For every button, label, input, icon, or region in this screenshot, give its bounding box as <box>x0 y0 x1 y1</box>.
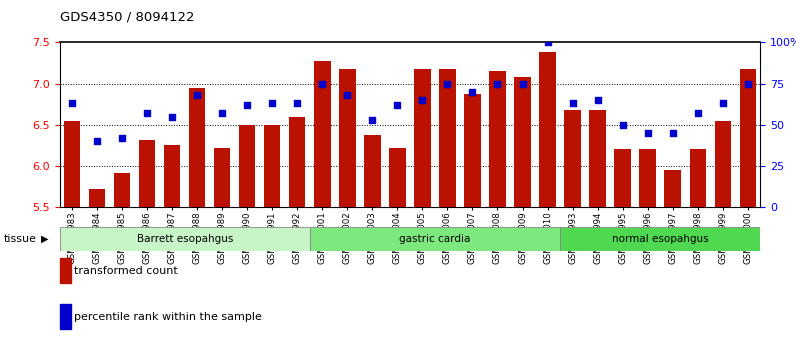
Text: percentile rank within the sample: percentile rank within the sample <box>74 312 262 322</box>
Point <box>366 117 379 123</box>
Point <box>191 92 204 98</box>
Point <box>91 138 103 144</box>
Point <box>66 101 79 106</box>
Point <box>391 102 404 108</box>
Point <box>591 97 604 103</box>
Point <box>141 110 154 116</box>
Bar <box>289 116 306 207</box>
Bar <box>589 110 606 207</box>
Point <box>266 101 279 106</box>
Point <box>541 40 554 45</box>
Bar <box>310 227 560 251</box>
Text: normal esopahgus: normal esopahgus <box>612 234 708 244</box>
Bar <box>439 69 455 207</box>
Point <box>116 135 129 141</box>
Point <box>291 101 304 106</box>
Bar <box>365 135 380 207</box>
Point <box>316 81 329 86</box>
Text: transformed count: transformed count <box>74 266 178 276</box>
Bar <box>89 189 105 207</box>
Bar <box>389 148 405 207</box>
Point <box>241 102 254 108</box>
Bar <box>464 94 481 207</box>
Bar <box>490 71 505 207</box>
Point <box>466 89 479 95</box>
Point <box>716 101 729 106</box>
Point <box>516 81 529 86</box>
Bar <box>164 145 181 207</box>
Point <box>616 122 629 128</box>
Bar <box>560 227 760 251</box>
Bar <box>314 61 330 207</box>
Bar <box>214 148 230 207</box>
Point <box>216 110 228 116</box>
Text: ▶: ▶ <box>41 234 49 244</box>
Point <box>691 110 704 116</box>
Bar <box>114 172 131 207</box>
Point <box>166 114 178 119</box>
Bar <box>414 69 431 207</box>
Text: tissue: tissue <box>4 234 37 244</box>
Bar <box>564 110 580 207</box>
Bar <box>540 52 556 207</box>
Bar <box>264 125 280 207</box>
Point <box>416 97 429 103</box>
Text: Barrett esopahgus: Barrett esopahgus <box>137 234 233 244</box>
Bar <box>739 69 755 207</box>
Text: gastric cardia: gastric cardia <box>400 234 470 244</box>
Point <box>341 92 353 98</box>
Point <box>491 81 504 86</box>
Bar <box>60 227 310 251</box>
Point <box>566 101 579 106</box>
Bar <box>189 88 205 207</box>
Bar <box>239 125 256 207</box>
Bar <box>514 77 531 207</box>
Bar <box>665 170 681 207</box>
Bar <box>64 121 80 207</box>
Bar <box>639 149 656 207</box>
Point <box>642 130 654 136</box>
Bar <box>139 139 155 207</box>
Bar <box>715 121 731 207</box>
Point <box>741 81 754 86</box>
Bar <box>615 149 630 207</box>
Bar <box>339 69 356 207</box>
Text: GDS4350 / 8094122: GDS4350 / 8094122 <box>60 11 194 24</box>
Bar <box>689 149 706 207</box>
Point <box>666 130 679 136</box>
Point <box>441 81 454 86</box>
